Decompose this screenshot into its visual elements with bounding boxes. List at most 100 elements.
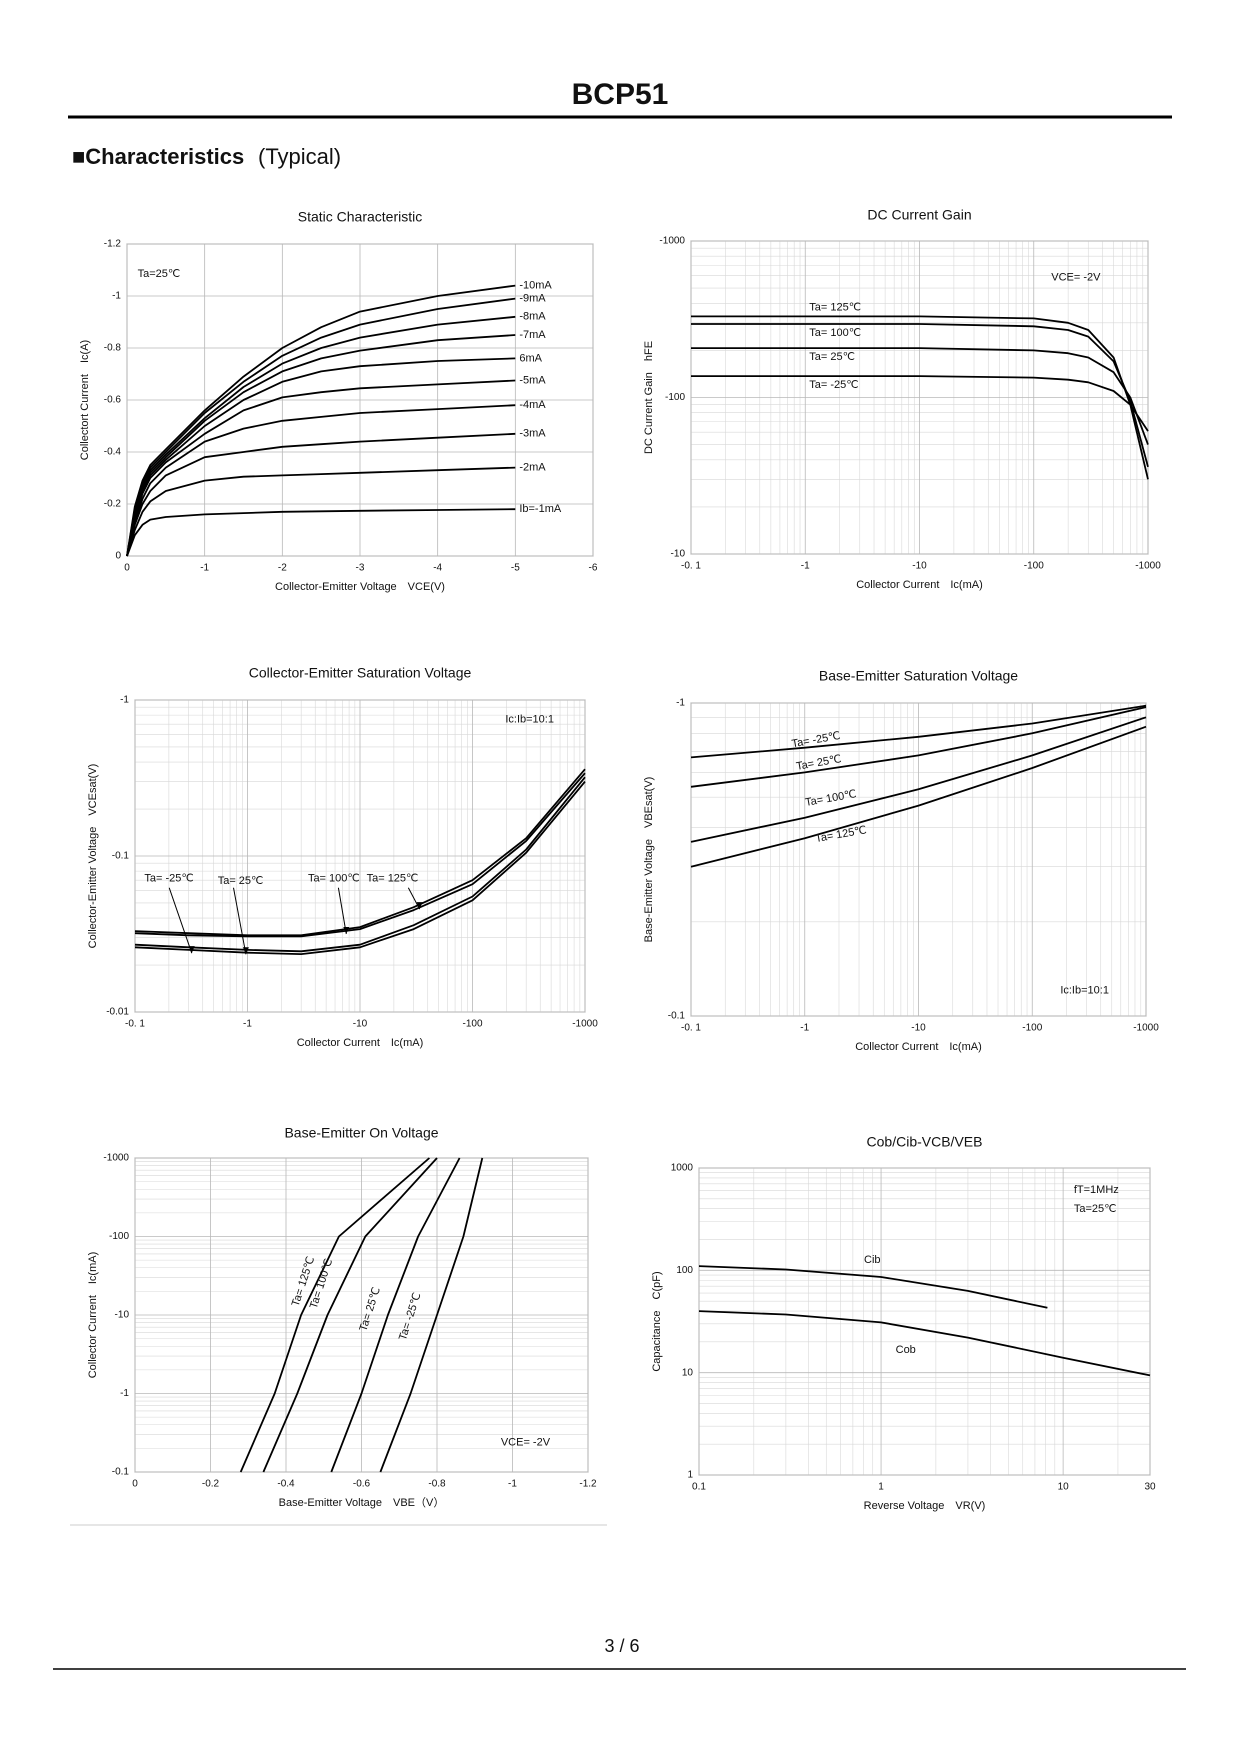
x-tick-label: 0.1 bbox=[692, 1482, 706, 1493]
arrow-head bbox=[242, 947, 249, 955]
y-tick-label: -1000 bbox=[659, 236, 685, 247]
x-tick-label: -10 bbox=[912, 561, 927, 572]
x-tick-label: -100 bbox=[1022, 1023, 1042, 1034]
series-line bbox=[690, 706, 1147, 788]
plot-area bbox=[698, 1167, 1151, 1476]
x-tick-label: -1000 bbox=[1133, 1023, 1159, 1034]
series-label: Ta= 125℃ bbox=[809, 301, 861, 313]
annotation: VCE= -2V bbox=[501, 1437, 551, 1449]
x-tick-label: -1.2 bbox=[579, 1479, 597, 1490]
series-label: Ta= 100℃ bbox=[308, 873, 360, 885]
annotation: Ic:Ib=10:1 bbox=[1060, 984, 1109, 996]
x-axis-label: Base-Emitter Voltage VBE（V） bbox=[279, 1496, 445, 1509]
x-tick-label: 10 bbox=[1058, 1482, 1070, 1493]
chart-title: Cob/Cib-VCB/VEB bbox=[867, 1134, 983, 1150]
x-tick-label: -1000 bbox=[1135, 561, 1161, 572]
x-tick-label: -0.4 bbox=[277, 1479, 295, 1490]
chart-title: Collector-Emitter Saturation Voltage bbox=[249, 665, 472, 681]
y-tick-label: -10 bbox=[671, 549, 686, 560]
x-tick-label: -2 bbox=[278, 563, 287, 574]
y-tick-label: -1 bbox=[112, 291, 121, 302]
x-tick-label: 30 bbox=[1144, 1482, 1156, 1493]
x-tick-label: -0. 1 bbox=[681, 1023, 701, 1034]
series-line bbox=[239, 1157, 430, 1473]
series-line bbox=[690, 704, 1147, 759]
y-tick-label: 100 bbox=[676, 1265, 693, 1276]
series-label: Ta= 25℃ bbox=[218, 875, 264, 887]
series-line bbox=[134, 768, 586, 937]
series-line bbox=[134, 781, 586, 955]
series-line bbox=[690, 716, 1147, 843]
label-arrow bbox=[407, 887, 421, 910]
chart: -0. 1 -1 -10 -100 -1000 -0.1 -1 Base-Emitter Sa… bbox=[643, 668, 1159, 1053]
annotation: Ta=25℃ bbox=[138, 268, 181, 280]
chart: 0 -1 -2 -3 -4 -5 -6 0 -0.2 -0.4 -0.6 -0.8 -1 -1.2 Stat… bbox=[79, 209, 598, 593]
y-tick-label: -1 bbox=[120, 695, 129, 706]
y-tick-label: 1 bbox=[687, 1470, 693, 1481]
chart-title: Base-Emitter On Voltage bbox=[284, 1125, 438, 1141]
x-tick-label: 1 bbox=[878, 1482, 884, 1493]
x-tick-label: -0. 1 bbox=[125, 1019, 145, 1030]
series-label: -9mA bbox=[519, 293, 546, 305]
series-label: Ta= 25℃ bbox=[809, 351, 855, 363]
series-label: -8mA bbox=[519, 311, 546, 323]
series-label: -7mA bbox=[519, 329, 546, 341]
series-line bbox=[691, 347, 1149, 445]
series-line bbox=[134, 776, 586, 953]
chart-title: DC Current Gain bbox=[867, 207, 971, 223]
y-tick-label: -1000 bbox=[103, 1153, 129, 1164]
y-tick-label: -100 bbox=[665, 392, 685, 403]
arrow-head bbox=[416, 902, 423, 910]
y-tick-label: 1000 bbox=[671, 1163, 694, 1174]
x-axis-label: Collector-Emitter Voltage VCE(V) bbox=[275, 581, 445, 593]
x-axis-label: Collector Current Ic(mA) bbox=[855, 1041, 982, 1053]
annotation: fT=1MHz bbox=[1074, 1184, 1119, 1196]
series-label: -4mA bbox=[519, 399, 546, 411]
x-tick-label: -1000 bbox=[572, 1019, 598, 1030]
y-tick-label: 0 bbox=[115, 551, 121, 562]
series-line bbox=[690, 725, 1147, 868]
x-tick-label: -5 bbox=[511, 563, 520, 574]
y-tick-label: -1 bbox=[676, 698, 685, 709]
series-line bbox=[126, 466, 516, 557]
series-line bbox=[698, 1310, 1151, 1377]
x-tick-label: -100 bbox=[1024, 561, 1044, 572]
y-axis-label: Collector-Emitter Voltage VCEsat(V) bbox=[87, 764, 99, 949]
x-tick-label: -0.6 bbox=[353, 1479, 371, 1490]
annotation: VCE= -2V bbox=[1051, 271, 1101, 283]
section-note: (Typical) bbox=[258, 144, 341, 169]
y-tick-label: 10 bbox=[682, 1367, 694, 1378]
chart-title: Base-Emitter Saturation Voltage bbox=[819, 668, 1018, 684]
y-axis-label: DC Current Gain hFE bbox=[643, 341, 655, 454]
page-number: 3 / 6 bbox=[604, 1636, 639, 1656]
chart: -0. 1 -1 -10 -100 -1000 -0.01 -0.1 -1 Collector-… bbox=[87, 665, 598, 1049]
chart: 0 -0.2 -0.4 -0.6 -0.8 -1 -1.2 -0.1 -1 -10 -100 -100… bbox=[87, 1125, 597, 1509]
series-line bbox=[134, 772, 586, 938]
x-axis-label: Collector Current Ic(mA) bbox=[856, 579, 983, 591]
y-axis-label: Collectort Current Ic(A) bbox=[79, 340, 91, 460]
x-tick-label: -3 bbox=[356, 563, 365, 574]
y-tick-label: -0.1 bbox=[668, 1011, 686, 1022]
series-line bbox=[262, 1157, 438, 1473]
series-line bbox=[126, 404, 516, 557]
y-axis-label: Collector Current Ic(mA) bbox=[87, 1252, 99, 1379]
page-title: BCP51 bbox=[572, 78, 669, 111]
x-tick-label: -10 bbox=[911, 1023, 926, 1034]
y-tick-label: -0.4 bbox=[104, 447, 122, 458]
y-tick-label: -1 bbox=[120, 1388, 129, 1399]
chart-title: Static Characteristic bbox=[298, 209, 422, 225]
x-tick-label: 0 bbox=[132, 1479, 138, 1490]
y-tick-label: -10 bbox=[115, 1310, 130, 1321]
x-tick-label: -0. 1 bbox=[681, 561, 701, 572]
x-tick-label: -0.8 bbox=[428, 1479, 446, 1490]
x-tick-label: -1 bbox=[508, 1479, 517, 1490]
series-line bbox=[126, 284, 516, 557]
series-label: Cib bbox=[864, 1254, 881, 1266]
series-label: 6mA bbox=[519, 352, 542, 364]
series-label: Ta= -25℃ bbox=[144, 873, 193, 885]
x-tick-label: -1 bbox=[243, 1019, 252, 1030]
x-tick-label: -1 bbox=[800, 1023, 809, 1034]
y-tick-label: -100 bbox=[109, 1231, 129, 1242]
series-label: -5mA bbox=[519, 374, 546, 386]
